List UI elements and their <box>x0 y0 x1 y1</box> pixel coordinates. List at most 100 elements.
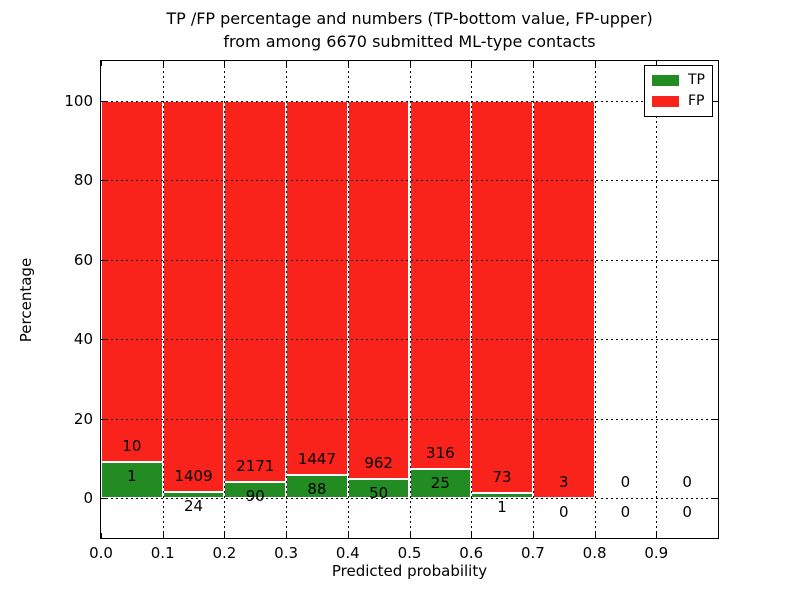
bar-segment-tp <box>162 491 225 499</box>
fp-count-label: 10 <box>122 437 142 456</box>
tp-count-label: 50 <box>369 483 389 502</box>
y-tick-mark-right <box>713 259 718 261</box>
gridline-horizontal <box>101 259 718 261</box>
y-tick-mark <box>101 259 106 261</box>
tp-swatch-icon <box>652 75 679 86</box>
x-tick-mark-top <box>409 61 411 66</box>
bar-segment-tp <box>286 475 348 499</box>
bar-segment-tp <box>409 469 472 499</box>
fp-count-label: 1447 <box>297 450 337 469</box>
y-tick-mark <box>101 339 106 341</box>
bars-layer <box>101 61 718 538</box>
bar-segment-fp <box>101 100 163 463</box>
fp-count-label: 0 <box>682 473 692 492</box>
gridline-vertical <box>347 61 349 538</box>
gridline-vertical <box>471 61 473 538</box>
y-tick-mark-right <box>713 418 718 420</box>
gridline-vertical <box>594 61 596 538</box>
bar-segment-fp <box>224 100 287 483</box>
bar-labels-layer: 10 1 1409 24 2171 90 1447 88 962 50 316 25 73 1 3 0 0 0 0 0 <box>101 61 718 538</box>
gridline-horizontal <box>101 339 718 341</box>
tp-count-label: 90 <box>245 487 265 506</box>
x-tick-label: 0.4 <box>335 544 360 562</box>
gridline-vertical <box>224 61 226 538</box>
x-tick-mark-top <box>594 61 596 66</box>
fp-count-label: 0 <box>620 473 631 492</box>
bar-segment-fp <box>471 100 533 493</box>
x-tick-mark-top <box>532 61 534 66</box>
x-axis-label: Predicted probability <box>331 562 488 580</box>
x-tick-mark <box>101 533 102 538</box>
x-tick-mark-top <box>224 61 226 66</box>
chart-title: TP /FP percentage and numbers (TP-bottom… <box>100 7 719 53</box>
x-tick-mark-top <box>101 61 102 66</box>
bar-segment-tp <box>347 478 410 499</box>
y-tick-mark <box>101 180 106 182</box>
plot-area: 10 1 1409 24 2171 90 1447 88 962 50 316 25 73 1 3 0 0 0 0 0… <box>100 60 719 539</box>
x-tick-mark <box>656 533 658 538</box>
x-tick-mark <box>471 533 473 538</box>
gridline-horizontal <box>101 418 718 420</box>
x-tick-label: 0.2 <box>212 544 237 562</box>
gridlines-layer <box>101 61 718 538</box>
fp-count-label: 1409 <box>174 466 213 485</box>
bar-segment-tp <box>224 482 287 499</box>
y-tick-mark <box>101 498 106 500</box>
fp-count-label: 962 <box>364 453 393 472</box>
legend-label-fp: FP <box>688 93 705 109</box>
y-axis-label: Percentage <box>17 257 35 343</box>
x-tick-mark-top <box>347 61 349 66</box>
y-tick-mark-right <box>713 339 718 341</box>
fp-count-label: 73 <box>492 467 512 486</box>
tp-count-label: 0 <box>558 503 569 522</box>
gridline-vertical <box>286 61 288 538</box>
tp-count-label: 0 <box>682 503 692 522</box>
fp-swatch-icon <box>652 96 679 107</box>
x-tick-label: 0.5 <box>397 544 422 562</box>
fp-count-label: 3 <box>558 473 569 492</box>
y-tick-mark <box>101 418 106 420</box>
legend-item-tp: TP <box>652 70 705 91</box>
y-tick-mark <box>101 100 106 102</box>
chart-title-line1: TP /FP percentage and numbers (TP-bottom… <box>166 9 653 28</box>
x-tick-label: 0.7 <box>520 544 545 562</box>
y-tick-mark-right <box>713 498 718 500</box>
x-tick-mark <box>162 533 164 538</box>
x-tick-mark-top <box>162 61 164 66</box>
x-tick-label: 0.3 <box>274 544 299 562</box>
bar-segment-fp <box>409 100 472 470</box>
legend: TP FP <box>644 65 713 117</box>
x-tick-mark-top <box>471 61 473 66</box>
tp-count-label: 88 <box>307 480 327 499</box>
x-tick-mark <box>347 533 349 538</box>
y-tick-label: 60 <box>73 250 93 269</box>
chart-title-line2: from among 6670 submitted ML-type contac… <box>223 32 596 51</box>
gridline-horizontal <box>101 180 718 182</box>
y-tick-label: 20 <box>73 409 93 428</box>
y-tick-label: 80 <box>73 171 93 190</box>
y-tick-mark-right <box>713 100 718 102</box>
gridline-vertical <box>409 61 411 538</box>
x-tick-label: 0.1 <box>150 544 175 562</box>
x-tick-mark-top <box>286 61 288 66</box>
x-tick-mark <box>594 533 596 538</box>
gridline-vertical <box>656 61 658 538</box>
tp-count-label: 1 <box>127 467 137 486</box>
gridline-vertical <box>532 61 534 538</box>
bar-segment-fp <box>286 100 348 476</box>
gridline-horizontal <box>101 100 718 102</box>
y-tick-mark-right <box>713 180 718 182</box>
x-tick-mark <box>286 533 288 538</box>
y-tick-label: 0 <box>83 489 93 508</box>
tp-count-label: 0 <box>620 503 631 522</box>
tp-count-label: 1 <box>497 497 507 516</box>
x-tick-label: 0.0 <box>89 544 113 562</box>
gridline-vertical <box>162 61 164 538</box>
legend-item-fp: FP <box>652 91 705 112</box>
tp-count-label: 24 <box>184 496 204 515</box>
bar-segment-fp <box>347 100 410 479</box>
y-tick-label: 40 <box>73 330 93 349</box>
fp-count-label: 2171 <box>236 457 275 476</box>
y-tick-label: 100 <box>64 91 93 110</box>
